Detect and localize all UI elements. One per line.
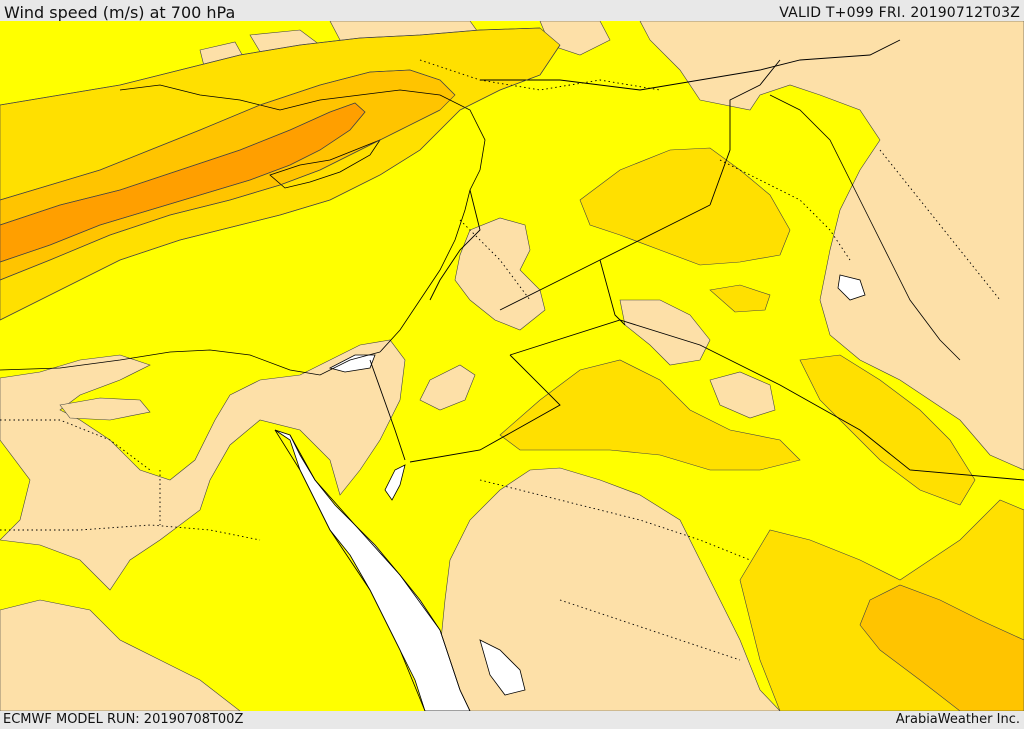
border-iran-interior	[879, 149, 1001, 301]
mod-zone-syria-iraq	[579, 147, 791, 266]
border-egypt-libya	[0, 419, 151, 471]
line-sinai	[369, 359, 406, 461]
line-saudi-jordan-south	[409, 354, 561, 463]
calm-zone-egypt-coast	[59, 397, 151, 421]
coast-turkey-south	[119, 84, 486, 171]
calm-zone-syria	[454, 217, 546, 331]
calm-zone-egypt	[0, 339, 406, 591]
calm-zone-east	[639, 21, 1024, 471]
line-jordan-iraq	[599, 259, 626, 326]
mod-zone-gulf	[799, 354, 976, 506]
political-lines	[369, 39, 1024, 481]
calm-zone-sw	[0, 599, 241, 711]
calm-zone-iraq	[709, 371, 776, 419]
border-saudi-jordan	[479, 479, 751, 561]
line-jordan-saudi	[509, 319, 1024, 481]
contour-jet-outer	[0, 27, 541, 106]
calm-zone-sinai	[419, 364, 476, 411]
contour-jet-inner-north	[0, 69, 456, 201]
coast-red-sea-east	[289, 434, 471, 711]
line-levant	[429, 189, 481, 301]
contour-jet-inner-south	[0, 109, 441, 281]
map-canvas	[0, 21, 1024, 711]
red-sea-south	[479, 639, 526, 696]
border-syria-iraq	[459, 219, 531, 301]
mod-zone-saudi-north	[499, 359, 801, 471]
coast-gulf-north	[769, 94, 961, 361]
border-saudi-north	[559, 599, 741, 661]
contour-jet-outer-south	[0, 44, 561, 321]
header-bar: Wind speed (m/s) at 700 hPa VALID T+099 …	[0, 0, 1024, 22]
gulf-patch	[837, 274, 866, 301]
wind-speed-map	[0, 21, 1024, 711]
coast-egypt	[0, 349, 381, 376]
valid-time: VALID T+099 FRI. 20190712T03Z	[779, 5, 1020, 21]
contour-jet-core	[0, 102, 366, 263]
coastlines	[0, 84, 961, 711]
sea-areas	[274, 274, 866, 711]
coast-red-sea-west	[274, 429, 426, 711]
coast-levant	[379, 169, 481, 353]
calm-zone-jordan	[619, 299, 711, 366]
map-title: Wind speed (m/s) at 700 hPa	[4, 3, 236, 22]
model-run: ECMWF MODEL RUN: 20190708T00Z	[3, 712, 244, 727]
med-patch	[328, 354, 376, 373]
credit: ArabiaWeather Inc.	[895, 712, 1020, 727]
mod-zone-iran	[709, 284, 771, 313]
footer-bar: ECMWF MODEL RUN: 20190708T00Z ArabiaWeat…	[0, 711, 1024, 729]
coast-cyprus	[269, 139, 382, 189]
gulf-of-aqaba	[384, 464, 406, 501]
line-turkey-syria	[480, 39, 901, 91]
line-iraq-east	[709, 59, 781, 206]
country-borders	[0, 59, 1001, 661]
contour-lines	[0, 27, 561, 321]
strong-zone-southeast	[859, 584, 1024, 711]
